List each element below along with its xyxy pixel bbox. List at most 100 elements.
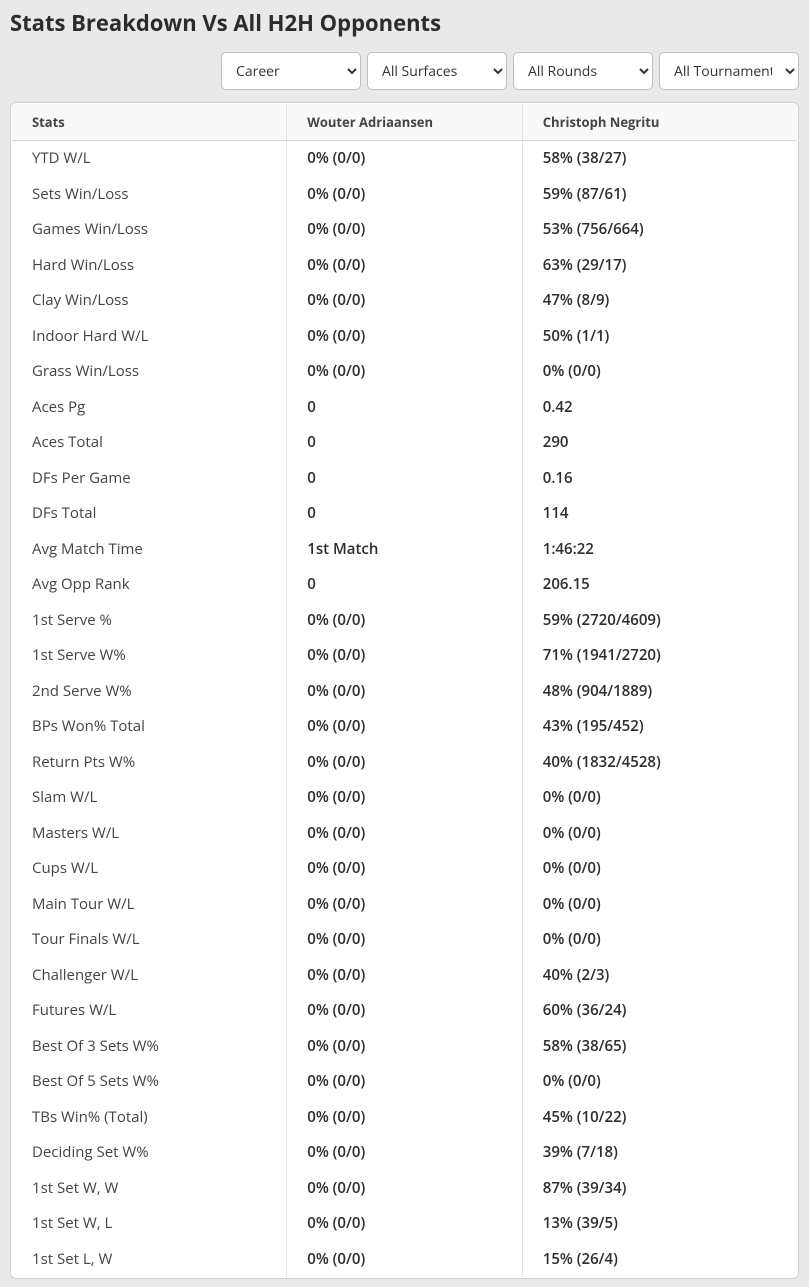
table-row: Avg Match Time1st Match1:46:22 — [12, 532, 797, 568]
player2-value-cell: 0% (0/0) — [522, 851, 797, 887]
player1-value-cell: 0 — [287, 461, 523, 497]
stat-label-cell: Clay Win/Loss — [12, 283, 287, 319]
stat-label-cell: Main Tour W/L — [12, 887, 287, 923]
filter-bar: Career All Surfaces All Rounds All Tourn… — [10, 52, 799, 90]
stat-label-cell: 1st Serve % — [12, 603, 287, 639]
stat-label-cell: DFs Total — [12, 496, 287, 532]
player2-value-cell: 43% (195/452) — [522, 709, 797, 745]
player1-value-cell: 0 — [287, 390, 523, 426]
player2-value-cell: 63% (29/17) — [522, 248, 797, 284]
table-row: Best Of 5 Sets W%0% (0/0)0% (0/0) — [12, 1064, 797, 1100]
player1-value-cell: 0% (0/0) — [287, 638, 523, 674]
player2-value-cell: 87% (39/34) — [522, 1171, 797, 1207]
table-row: Aces Pg00.42 — [12, 390, 797, 426]
table-row: Avg Opp Rank0206.15 — [12, 567, 797, 603]
table-row: Challenger W/L0% (0/0)40% (2/3) — [12, 958, 797, 994]
player2-value-cell: 0% (0/0) — [522, 780, 797, 816]
table-row: Hard Win/Loss0% (0/0)63% (29/17) — [12, 248, 797, 284]
player1-value-cell: 0% (0/0) — [287, 816, 523, 852]
player1-value-cell: 0 — [287, 567, 523, 603]
table-row: Cups W/L0% (0/0)0% (0/0) — [12, 851, 797, 887]
player1-value-cell: 1st Match — [287, 532, 523, 568]
stat-label-cell: DFs Per Game — [12, 461, 287, 497]
stat-label-cell: 1st Set W, L — [12, 1206, 287, 1242]
table-row: Return Pts W%0% (0/0)40% (1832/4528) — [12, 745, 797, 781]
player1-value-cell: 0% (0/0) — [287, 1206, 523, 1242]
col-header-player1: Wouter Adriaansen — [287, 104, 523, 141]
table-row: 1st Set W, L0% (0/0)13% (39/5) — [12, 1206, 797, 1242]
player2-value-cell: 0.42 — [522, 390, 797, 426]
player1-value-cell: 0 — [287, 496, 523, 532]
player2-value-cell: 47% (8/9) — [522, 283, 797, 319]
player1-value-cell: 0% (0/0) — [287, 1242, 523, 1278]
col-header-stat: Stats — [12, 104, 287, 141]
player1-value-cell: 0% (0/0) — [287, 1029, 523, 1065]
page-title: Stats Breakdown Vs All H2H Opponents — [10, 8, 799, 38]
player2-value-cell: 50% (1/1) — [522, 319, 797, 355]
stat-label-cell: Slam W/L — [12, 780, 287, 816]
player2-value-cell: 0% (0/0) — [522, 887, 797, 923]
stat-label-cell: Best Of 5 Sets W% — [12, 1064, 287, 1100]
player2-value-cell: 58% (38/65) — [522, 1029, 797, 1065]
stat-label-cell: Masters W/L — [12, 816, 287, 852]
player2-value-cell: 15% (26/4) — [522, 1242, 797, 1278]
table-row: 1st Set W, W0% (0/0)87% (39/34) — [12, 1171, 797, 1207]
player1-value-cell: 0% (0/0) — [287, 1100, 523, 1136]
col-header-player2: Christoph Negritu — [522, 104, 797, 141]
player1-value-cell: 0% (0/0) — [287, 141, 523, 177]
player1-value-cell: 0 — [287, 425, 523, 461]
player2-value-cell: 59% (87/61) — [522, 177, 797, 213]
table-row: BPs Won% Total0% (0/0)43% (195/452) — [12, 709, 797, 745]
player2-value-cell: 53% (756/664) — [522, 212, 797, 248]
player2-value-cell: 13% (39/5) — [522, 1206, 797, 1242]
table-row: Aces Total0290 — [12, 425, 797, 461]
table-row: Masters W/L0% (0/0)0% (0/0) — [12, 816, 797, 852]
stat-label-cell: Games Win/Loss — [12, 212, 287, 248]
table-row: DFs Total0114 — [12, 496, 797, 532]
player1-value-cell: 0% (0/0) — [287, 1135, 523, 1171]
table-row: Clay Win/Loss0% (0/0)47% (8/9) — [12, 283, 797, 319]
player1-value-cell: 0% (0/0) — [287, 958, 523, 994]
player1-value-cell: 0% (0/0) — [287, 745, 523, 781]
table-row: 1st Set L, W0% (0/0)15% (26/4) — [12, 1242, 797, 1278]
table-row: Tour Finals W/L0% (0/0)0% (0/0) — [12, 922, 797, 958]
table-row: Deciding Set W%0% (0/0)39% (7/18) — [12, 1135, 797, 1171]
stat-label-cell: Grass Win/Loss — [12, 354, 287, 390]
table-row: Grass Win/Loss0% (0/0)0% (0/0) — [12, 354, 797, 390]
player2-value-cell: 58% (38/27) — [522, 141, 797, 177]
table-row: 2nd Serve W%0% (0/0)48% (904/1889) — [12, 674, 797, 710]
player2-value-cell: 0% (0/0) — [522, 922, 797, 958]
player1-value-cell: 0% (0/0) — [287, 922, 523, 958]
player1-value-cell: 0% (0/0) — [287, 674, 523, 710]
stat-label-cell: Deciding Set W% — [12, 1135, 287, 1171]
stat-label-cell: Sets Win/Loss — [12, 177, 287, 213]
career-select[interactable]: Career — [221, 52, 361, 90]
table-row: DFs Per Game00.16 — [12, 461, 797, 497]
table-row: 1st Serve W%0% (0/0)71% (1941/2720) — [12, 638, 797, 674]
player2-value-cell: 290 — [522, 425, 797, 461]
player2-value-cell: 206.15 — [522, 567, 797, 603]
player2-value-cell: 0% (0/0) — [522, 1064, 797, 1100]
tournament-select[interactable]: All Tournaments — [659, 52, 799, 90]
player2-value-cell: 60% (36/24) — [522, 993, 797, 1029]
stat-label-cell: Avg Match Time — [12, 532, 287, 568]
stat-label-cell: Futures W/L — [12, 993, 287, 1029]
player2-value-cell: 40% (2/3) — [522, 958, 797, 994]
stat-label-cell: Aces Pg — [12, 390, 287, 426]
player1-value-cell: 0% (0/0) — [287, 319, 523, 355]
player1-value-cell: 0% (0/0) — [287, 248, 523, 284]
table-row: Best Of 3 Sets W%0% (0/0)58% (38/65) — [12, 1029, 797, 1065]
player1-value-cell: 0% (0/0) — [287, 177, 523, 213]
table-header-row: Stats Wouter Adriaansen Christoph Negrit… — [12, 104, 797, 141]
surface-select[interactable]: All Surfaces — [367, 52, 507, 90]
table-row: Sets Win/Loss0% (0/0)59% (87/61) — [12, 177, 797, 213]
player2-value-cell: 71% (1941/2720) — [522, 638, 797, 674]
table-row: Main Tour W/L0% (0/0)0% (0/0) — [12, 887, 797, 923]
player1-value-cell: 0% (0/0) — [287, 603, 523, 639]
player2-value-cell: 0% (0/0) — [522, 816, 797, 852]
round-select[interactable]: All Rounds — [513, 52, 653, 90]
player2-value-cell: 48% (904/1889) — [522, 674, 797, 710]
stat-label-cell: Return Pts W% — [12, 745, 287, 781]
player1-value-cell: 0% (0/0) — [287, 1064, 523, 1100]
player2-value-cell: 114 — [522, 496, 797, 532]
